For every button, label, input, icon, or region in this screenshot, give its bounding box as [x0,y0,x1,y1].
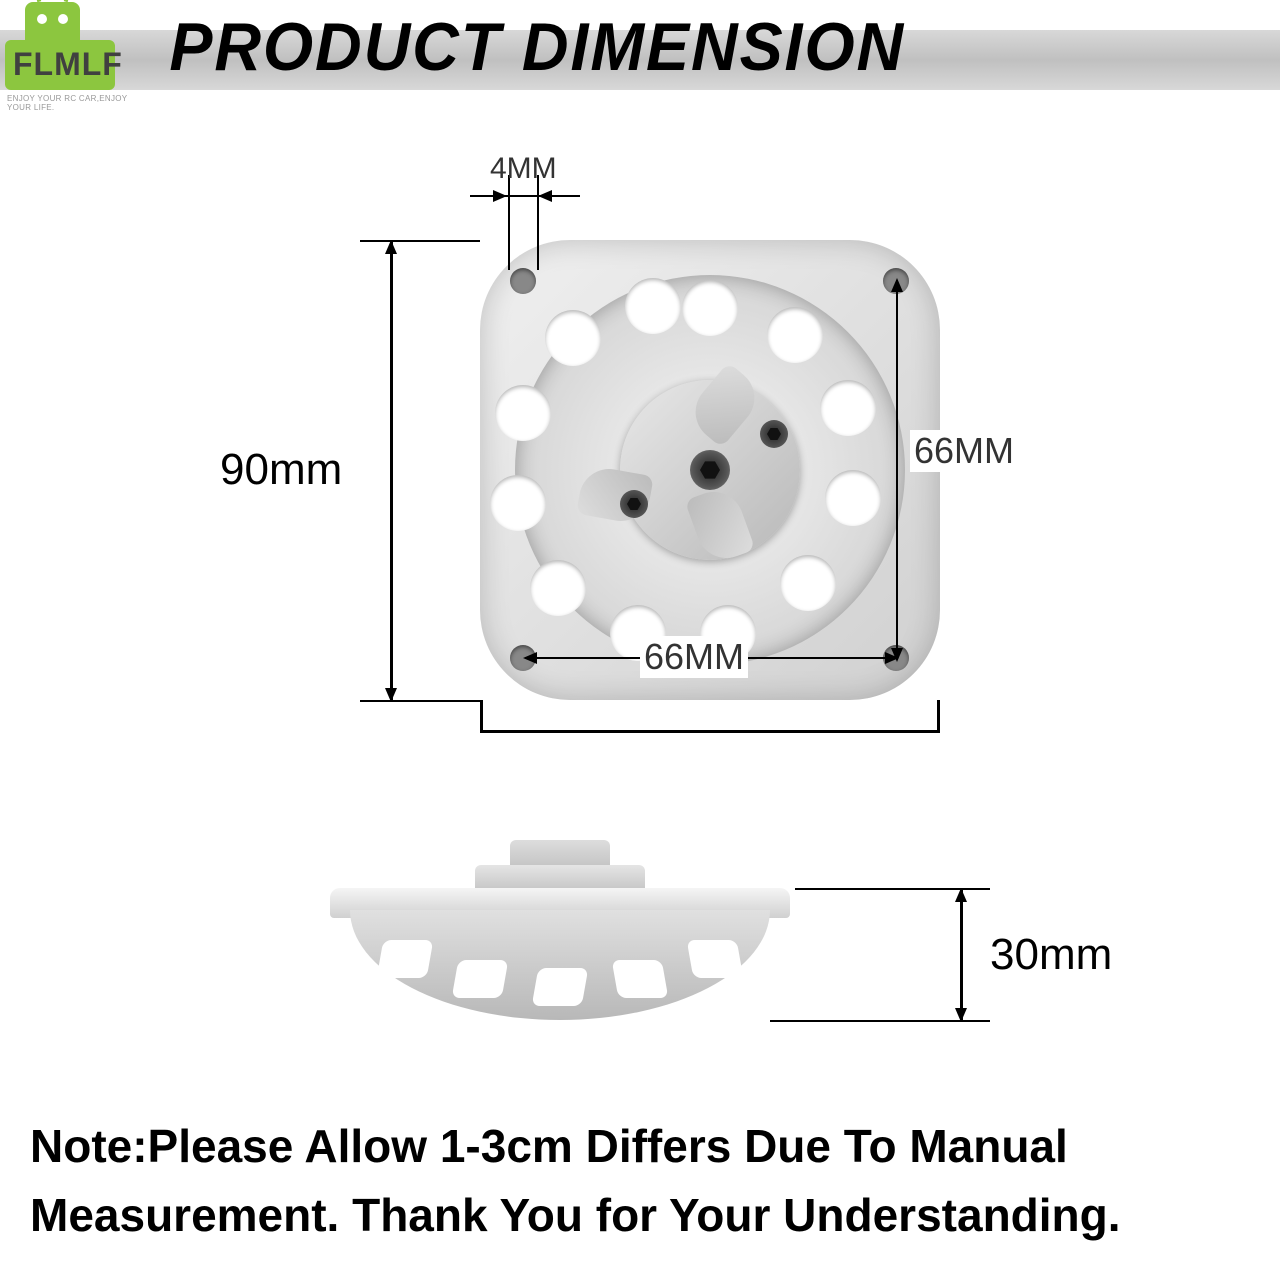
side-view-diagram: 30mm [260,830,1020,1050]
dim-inner-width: 66MM [640,636,748,678]
corner-hole [510,268,536,294]
mounting-bolt [620,490,648,518]
mounting-bolt [760,420,788,448]
dim-depth: 30mm [990,930,1112,980]
center-bolt [690,450,730,490]
logo-tagline: ENJOY YOUR RC CAR,ENJOY YOUR LIFE. [7,94,135,112]
dim-inner-height: 66MM [910,430,1018,472]
top-view-diagram: 90mm 4MM 66MM 66MM [280,160,1000,800]
brand-logo: FLMLF ENJOY YOUR RC CAR,ENJOY YOUR LIFE. [5,2,135,112]
logo-text: FLMLF [13,46,123,83]
measurement-note: Note:Please Allow 1-3cm Differs Due To M… [30,1112,1250,1250]
page-title: PRODUCT DIMENSION [169,8,905,86]
dim-height: 90mm [220,445,342,495]
dim-hole-dia: 4MM [490,152,557,186]
